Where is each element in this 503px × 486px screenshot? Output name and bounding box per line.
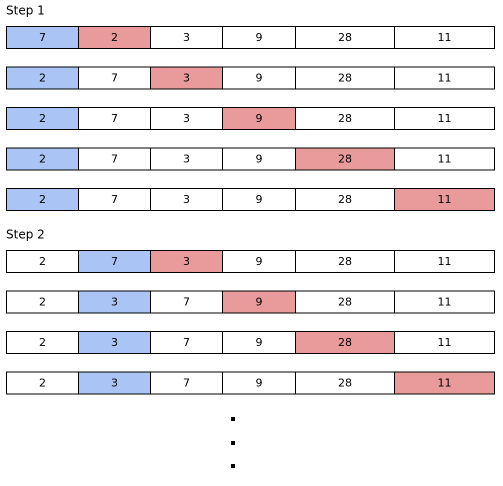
cell-value: 11 [438,377,452,390]
cell-value: 11 [438,193,452,206]
cell-value: 3 [183,193,190,206]
cell-value: 11 [438,31,452,44]
cell-value: 9 [256,377,263,390]
cell [394,371,495,395]
cell-value: 28 [338,31,352,44]
cell-value: 9 [256,112,263,125]
cell-value: 3 [111,296,118,309]
cell-value: 7 [111,112,118,125]
cell [394,290,495,314]
cell [394,188,495,211]
cell [394,26,495,49]
cell-value: 11 [438,72,452,85]
cell-value: 9 [256,72,263,85]
cell-value: 2 [39,296,46,309]
step-label: Step 2 [6,228,45,242]
cell [394,250,495,273]
cell-value: 3 [183,31,190,44]
cell-value: 2 [39,377,46,390]
cell-value: 28 [338,296,352,309]
cell-value: 3 [183,153,190,166]
cell-value: 2 [39,193,46,206]
cell-value: 3 [183,72,190,85]
cell-value: 9 [256,255,263,268]
cell-value: 7 [183,336,190,349]
cell-value: 2 [111,31,118,44]
cell-value: 2 [39,72,46,85]
cell-value: 3 [111,377,118,390]
cell-value: 28 [338,72,352,85]
cell-value: 11 [438,255,452,268]
cell-value: 7 [111,193,118,206]
cell [394,107,495,130]
cell-value: 28 [338,153,352,166]
cell-value: 28 [338,112,352,125]
cell-value: 7 [111,72,118,85]
ellipsis-dot [231,464,235,468]
cell-value: 28 [338,336,352,349]
cell [394,331,495,354]
cell [394,147,495,171]
cell-value: 7 [183,377,190,390]
cell [394,66,495,90]
cell-value: 9 [256,193,263,206]
ellipsis-dot [231,417,235,421]
cell-value: 28 [338,193,352,206]
cell-value: 9 [256,31,263,44]
cell-value: 7 [111,255,118,268]
cell-value: 7 [39,31,46,44]
cell-value: 9 [256,296,263,309]
cell-value: 11 [438,112,452,125]
cell-value: 7 [111,153,118,166]
cell-value: 3 [183,255,190,268]
cell-value: 11 [438,296,452,309]
ellipsis-dot [231,441,235,445]
cell-value: 2 [39,336,46,349]
step-label: Step 1 [6,4,45,18]
cell-value: 2 [39,255,46,268]
cell-value: 7 [183,296,190,309]
cell-value: 28 [338,255,352,268]
cell-value: 9 [256,336,263,349]
cell-value: 11 [438,153,452,166]
cell-value: 11 [438,336,452,349]
cell-value: 3 [111,336,118,349]
cell-value: 2 [39,112,46,125]
cell-value: 3 [183,112,190,125]
cell-value: 9 [256,153,263,166]
cell-value: 28 [338,377,352,390]
cell-value: 2 [39,153,46,166]
